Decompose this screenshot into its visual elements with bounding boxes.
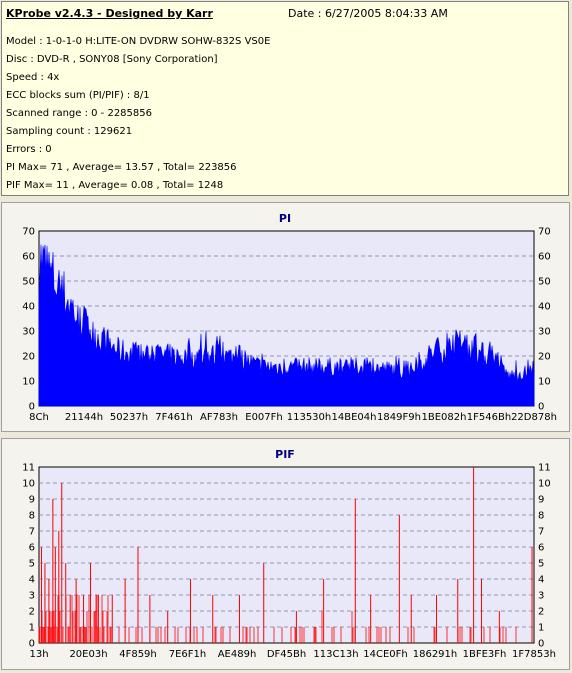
pi-xtick: AF783h xyxy=(200,412,238,423)
pif-ytick-right: 7 xyxy=(538,527,544,538)
pif-ytick-left: 6 xyxy=(29,543,35,554)
pi-ytick-left: 30 xyxy=(22,327,35,338)
pif-ytick-left: 5 xyxy=(29,559,35,570)
pi-ytick-right: 50 xyxy=(538,277,551,288)
pi-xtick: 14BE04h xyxy=(332,412,377,423)
info-panel: KProbe v2.4.3 - Designed by Karr Date : … xyxy=(1,1,569,196)
pif-xtick: 14CE0Fh xyxy=(363,649,407,660)
info-disc: Disc : DVD-R , SONY08 [Sony Corporation] xyxy=(6,54,218,65)
pif-ytick-left: 0 xyxy=(29,639,35,650)
pif-ytick-right: 11 xyxy=(538,463,551,474)
pif-ytick-left: 9 xyxy=(29,495,35,506)
pif-ytick-left: 1 xyxy=(29,623,35,634)
pi-ytick-left: 50 xyxy=(22,277,35,288)
pif-chart-panel: PIF 0 0 1 1 2 2 3 3 4 4 5 5 6 6 7 7 8 8 9 9 10 10 11 11 13h 20E03… xyxy=(1,438,570,670)
pif-xtick: 1F7853h xyxy=(512,649,556,660)
info-model: Model : 1-0-1-0 H:LITE-ON DVDRW SOHW-832… xyxy=(6,36,271,47)
pi-ytick-right: 20 xyxy=(538,352,551,363)
app-title: KProbe v2.4.3 - Designed by Karr xyxy=(6,7,213,20)
pi-ytick-right: 30 xyxy=(538,327,551,338)
pi-xtick: E007Fh xyxy=(245,412,283,423)
pif-xtick: 1BFE3Fh xyxy=(463,649,507,660)
pi-xtick: 22D878h xyxy=(511,412,557,423)
pif-xtick: AE489h xyxy=(218,649,257,660)
pif-xtick: 113C13h xyxy=(313,649,358,660)
pi-ytick-right: 70 xyxy=(538,227,551,238)
pi-chart-title: PI xyxy=(279,212,291,225)
info-sampling: Sampling count : 129621 xyxy=(6,126,133,137)
pif-ytick-left: 10 xyxy=(22,479,35,490)
pif-ytick-right: 2 xyxy=(538,607,544,618)
pi-chart: PI 0 0 10 10 20 20 30 30 40 40 50 50 60 60 70 70 8Ch 2114… xyxy=(22,212,557,423)
pi-ytick-right: 40 xyxy=(538,302,551,313)
pi-xtick: 1BE082h xyxy=(422,412,467,423)
info-range: Scanned range : 0 - 2285856 xyxy=(6,108,152,119)
info-pif-stats: PIF Max= 11 , Average= 0.08 , Total= 124… xyxy=(6,180,224,191)
pif-ytick-right: 6 xyxy=(538,543,544,554)
info-ecc: ECC blocks sum (PI/PIF) : 8/1 xyxy=(6,90,150,101)
pi-xtick: 1849F9h xyxy=(377,412,421,423)
pi-xtick: 21144h xyxy=(65,412,103,423)
pi-xtick: 7F461h xyxy=(155,412,193,423)
pi-ytick-left: 10 xyxy=(22,377,35,388)
info-pi-stats: PI Max= 71 , Average= 13.57 , Total= 223… xyxy=(6,162,237,173)
pif-ytick-left: 4 xyxy=(29,575,35,586)
pi-ytick-right: 0 xyxy=(538,402,544,413)
pi-ytick-left: 0 xyxy=(29,402,35,413)
pif-ytick-left: 11 xyxy=(22,463,35,474)
pi-ytick-left: 40 xyxy=(22,302,35,313)
pif-xtick: 7E6F1h xyxy=(169,649,207,660)
pif-ytick-right: 1 xyxy=(538,623,544,634)
pi-chart-panel: PI 0 0 10 10 20 20 30 30 40 40 50 50 60 60 70 70 8Ch 2114… xyxy=(1,202,570,432)
pif-ytick-left: 8 xyxy=(29,511,35,522)
pi-xtick: 50237h xyxy=(110,412,148,423)
pif-ytick-left: 2 xyxy=(29,607,35,618)
pif-ytick-right: 4 xyxy=(538,575,544,586)
pi-ytick-left: 60 xyxy=(22,252,35,263)
pi-series-area xyxy=(38,244,535,407)
pif-ytick-left: 3 xyxy=(29,591,35,602)
pi-ytick-left: 70 xyxy=(22,227,35,238)
pif-ytick-right: 9 xyxy=(538,495,544,506)
pif-ytick-right: 10 xyxy=(538,479,551,490)
pi-xtick: 8Ch xyxy=(29,412,49,423)
scan-date: Date : 6/27/2005 8:04:33 AM xyxy=(288,7,448,20)
pif-xtick: 20E03h xyxy=(69,649,107,660)
pif-xtick: 4F859h xyxy=(119,649,157,660)
pif-xtick: 13h xyxy=(29,649,48,660)
pi-ytick-right: 10 xyxy=(538,377,551,388)
pi-xtick: 1F546Bh xyxy=(467,412,511,423)
info-speed: Speed : 4x xyxy=(6,72,60,83)
pif-xtick: 186291h xyxy=(413,649,458,660)
pi-xtick: 113530h xyxy=(287,412,332,423)
pif-ytick-right: 3 xyxy=(538,591,544,602)
pif-plot-area xyxy=(38,466,535,644)
pif-ytick-right: 8 xyxy=(538,511,544,522)
pif-xtick: DF45Bh xyxy=(267,649,306,660)
pi-ytick-left: 20 xyxy=(22,352,35,363)
pif-ytick-left: 7 xyxy=(29,527,35,538)
info-errors: Errors : 0 xyxy=(6,144,52,155)
pif-ytick-right: 0 xyxy=(538,639,544,650)
pif-ytick-right: 5 xyxy=(538,559,544,570)
pi-ytick-right: 60 xyxy=(538,252,551,263)
pif-chart-title: PIF xyxy=(275,448,295,461)
